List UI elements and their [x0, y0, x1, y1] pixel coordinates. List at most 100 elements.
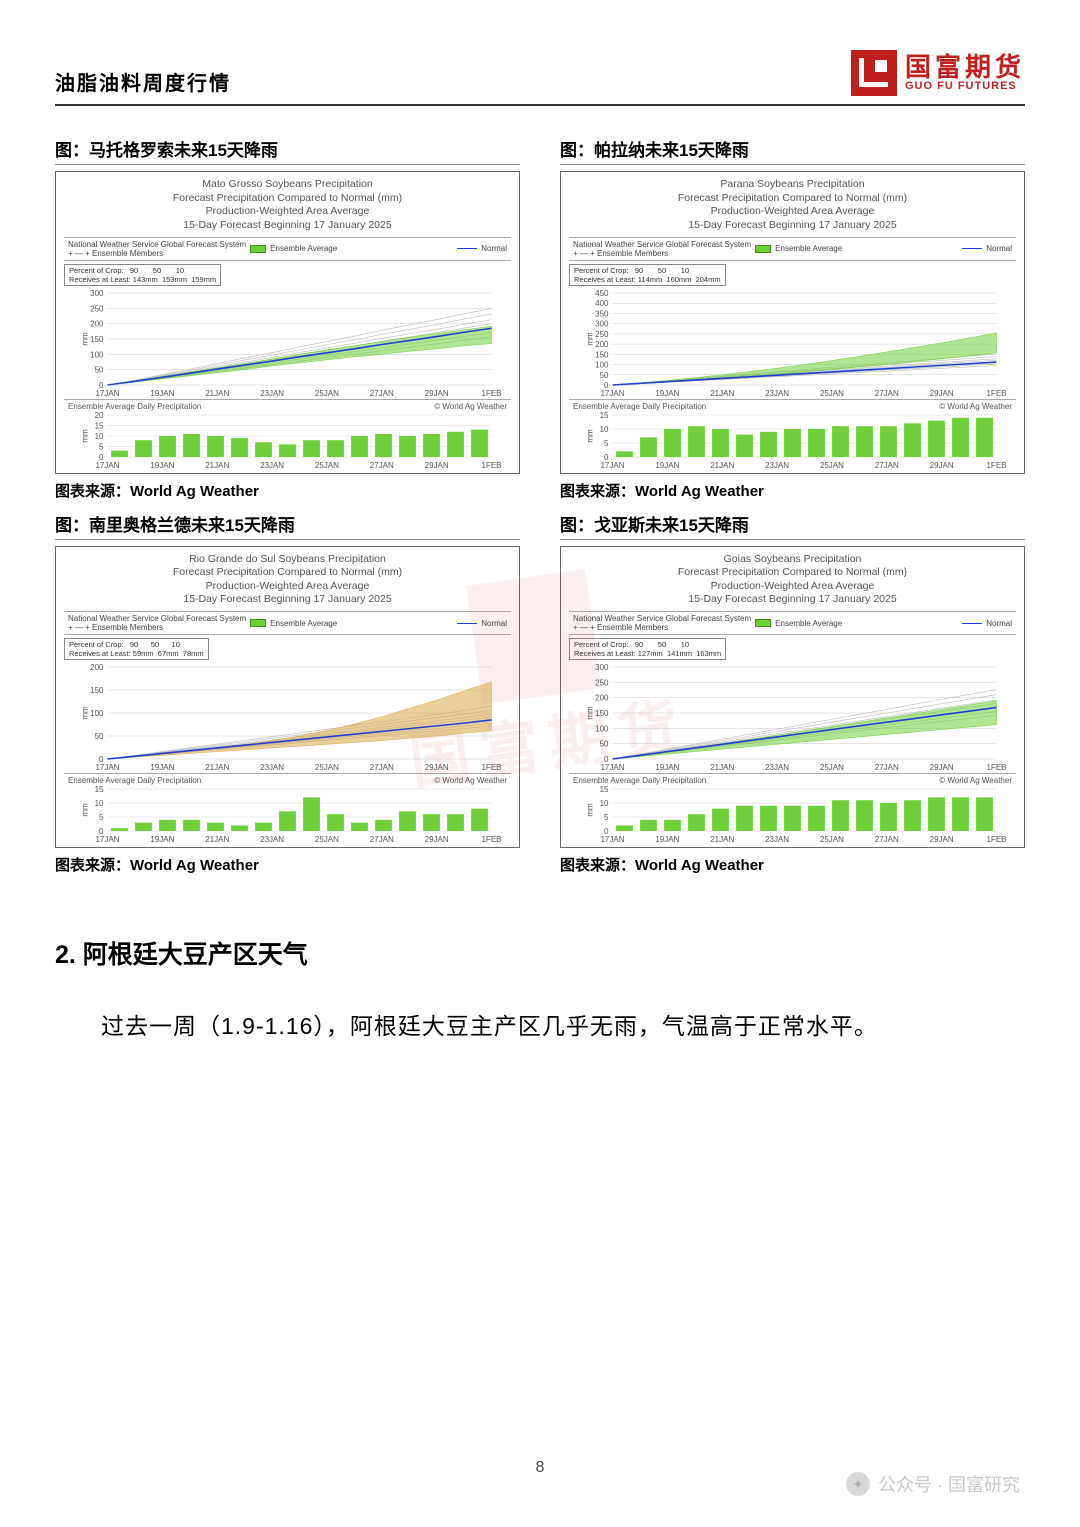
svg-text:21JAN: 21JAN [710, 763, 734, 772]
chart-legend: National Weather Service Global Forecast… [569, 611, 1016, 635]
chart-panel: Parana Soybeans PrecipitationForecast Pr… [560, 171, 1025, 474]
svg-text:10: 10 [95, 432, 104, 441]
svg-text:20: 20 [95, 411, 104, 420]
svg-text:29JAN: 29JAN [930, 461, 954, 470]
svg-text:27JAN: 27JAN [370, 389, 394, 398]
svg-text:mm: mm [586, 332, 595, 346]
svg-text:15: 15 [95, 421, 104, 430]
cumulative-precip-chart: 050100150200mm17JAN19JAN21JAN23JAN25JAN2… [64, 663, 511, 773]
chart-panel: Rio Grande do Sul Soybeans Precipitation… [55, 546, 520, 849]
svg-text:5: 5 [604, 439, 609, 448]
header-title: 油脂油料周度行情 [55, 67, 231, 96]
svg-text:5: 5 [99, 813, 104, 822]
svg-text:1FEB: 1FEB [481, 835, 501, 844]
svg-text:19JAN: 19JAN [150, 389, 174, 398]
svg-text:29JAN: 29JAN [425, 461, 449, 470]
bar-subtitle: Ensemble Average Daily Precipitation© Wo… [64, 773, 511, 785]
chart-title: Goias Soybeans PrecipitationForecast Pre… [569, 553, 1016, 608]
svg-text:mm: mm [81, 706, 90, 720]
svg-text:19JAN: 19JAN [655, 389, 679, 398]
svg-text:17JAN: 17JAN [600, 763, 624, 772]
chart-source: 图表来源：World Ag Weather [560, 854, 1025, 875]
svg-text:25JAN: 25JAN [315, 389, 339, 398]
charts-grid: 图：马托格罗索未来15天降雨 Mato Grosso Soybeans Prec… [55, 136, 1025, 875]
daily-precip-bar-chart: 05101520mm17JAN19JAN21JAN23JAN25JAN27JAN… [64, 411, 511, 471]
footer-watermark-text: 公众号 · 国富研究 [878, 1471, 1020, 1497]
svg-text:450: 450 [595, 289, 609, 298]
svg-text:15: 15 [600, 411, 609, 420]
svg-text:200: 200 [90, 319, 104, 328]
chart-caption: 图：戈亚斯未来15天降雨 [560, 511, 1025, 540]
cumulative-precip-chart: 050100150200250300mm17JAN19JAN21JAN23JAN… [64, 289, 511, 399]
svg-text:17JAN: 17JAN [95, 835, 119, 844]
svg-text:25JAN: 25JAN [315, 835, 339, 844]
svg-text:mm: mm [81, 429, 90, 443]
svg-text:27JAN: 27JAN [875, 763, 899, 772]
svg-text:27JAN: 27JAN [370, 835, 394, 844]
company-logo: 国富期货 GUO FU FUTURES [851, 50, 1025, 96]
svg-text:23JAN: 23JAN [260, 835, 284, 844]
svg-text:17JAN: 17JAN [600, 389, 624, 398]
chart-block: 图：马托格罗索未来15天降雨 Mato Grosso Soybeans Prec… [55, 136, 520, 501]
chart-title: Rio Grande do Sul Soybeans Precipitation… [64, 553, 511, 608]
svg-text:5: 5 [604, 813, 609, 822]
svg-text:350: 350 [595, 309, 609, 318]
chart-block: 图：帕拉纳未来15天降雨 Parana Soybeans Precipitati… [560, 136, 1025, 501]
chart-caption: 图：南里奥格兰德未来15天降雨 [55, 511, 520, 540]
svg-text:23JAN: 23JAN [765, 389, 789, 398]
percent-box: Percent of Crop: 90 50 10 Receives at Le… [569, 264, 726, 286]
chart-caption: 图：帕拉纳未来15天降雨 [560, 136, 1025, 165]
svg-text:19JAN: 19JAN [655, 763, 679, 772]
chart-source: 图表来源：World Ag Weather [560, 480, 1025, 501]
svg-text:1FEB: 1FEB [481, 763, 501, 772]
svg-text:300: 300 [595, 663, 609, 672]
chart-legend: National Weather Service Global Forecast… [64, 611, 511, 635]
svg-text:23JAN: 23JAN [260, 461, 284, 470]
svg-text:300: 300 [90, 289, 104, 298]
svg-text:250: 250 [595, 678, 609, 687]
svg-text:1FEB: 1FEB [986, 763, 1006, 772]
chart-caption: 图：马托格罗索未来15天降雨 [55, 136, 520, 165]
svg-text:10: 10 [600, 799, 609, 808]
svg-text:23JAN: 23JAN [260, 389, 284, 398]
svg-text:21JAN: 21JAN [205, 389, 229, 398]
svg-text:17JAN: 17JAN [95, 461, 119, 470]
chart-source: 图表来源：World Ag Weather [55, 480, 520, 501]
svg-text:19JAN: 19JAN [150, 835, 174, 844]
chart-panel: Mato Grosso Soybeans PrecipitationForeca… [55, 171, 520, 474]
chart-title: Mato Grosso Soybeans PrecipitationForeca… [64, 178, 511, 233]
svg-text:21JAN: 21JAN [710, 835, 734, 844]
svg-text:17JAN: 17JAN [95, 763, 119, 772]
svg-text:100: 100 [595, 360, 609, 369]
chart-block: 图：南里奥格兰德未来15天降雨 Rio Grande do Sul Soybea… [55, 511, 520, 876]
svg-text:200: 200 [90, 663, 104, 672]
logo-icon [851, 50, 897, 96]
svg-text:1FEB: 1FEB [986, 461, 1006, 470]
svg-text:400: 400 [595, 299, 609, 308]
svg-text:29JAN: 29JAN [930, 389, 954, 398]
svg-text:25JAN: 25JAN [820, 389, 844, 398]
svg-text:23JAN: 23JAN [260, 763, 284, 772]
svg-text:21JAN: 21JAN [205, 763, 229, 772]
svg-text:27JAN: 27JAN [875, 835, 899, 844]
svg-text:300: 300 [595, 319, 609, 328]
svg-text:27JAN: 27JAN [370, 763, 394, 772]
svg-text:mm: mm [81, 803, 90, 817]
svg-text:mm: mm [586, 706, 595, 720]
daily-precip-bar-chart: 051015mm17JAN19JAN21JAN23JAN25JAN27JAN29… [64, 785, 511, 845]
svg-text:150: 150 [595, 709, 609, 718]
svg-text:1FEB: 1FEB [986, 835, 1006, 844]
chart-legend: National Weather Service Global Forecast… [569, 237, 1016, 261]
svg-text:19JAN: 19JAN [655, 835, 679, 844]
svg-text:250: 250 [90, 304, 104, 313]
svg-text:29JAN: 29JAN [425, 763, 449, 772]
svg-text:mm: mm [81, 332, 90, 346]
svg-text:25JAN: 25JAN [315, 461, 339, 470]
svg-text:23JAN: 23JAN [765, 835, 789, 844]
svg-text:15: 15 [600, 785, 609, 794]
svg-text:25JAN: 25JAN [820, 461, 844, 470]
svg-text:50: 50 [600, 740, 609, 749]
svg-text:17JAN: 17JAN [95, 389, 119, 398]
svg-text:23JAN: 23JAN [765, 763, 789, 772]
cumulative-precip-chart: 050100150200250300350400450mm17JAN19JAN2… [569, 289, 1016, 399]
